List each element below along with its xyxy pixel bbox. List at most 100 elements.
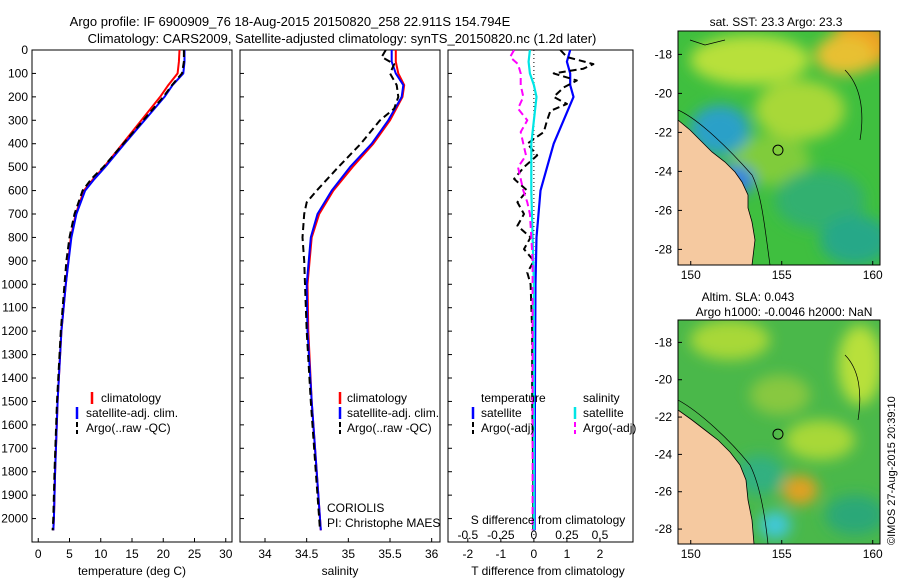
argo-position-marker [772,144,784,156]
temperature-legend: climatology satellite-adj. clim. Argo(..… [75,391,178,435]
s-argo-line [509,50,534,531]
temperature-tick-label: 30 [219,547,233,561]
s-difference-tick-label: 0.5 [592,528,609,542]
reef-contour [844,354,861,421]
depth-tick-label: 0 [21,43,28,57]
temperature-panel: 0100200300400500600700800900100011001200… [1,43,232,578]
lat-tick-label: -26 [655,203,673,217]
t-difference-tick-label: -1 [496,547,507,561]
legend-climatology-label: climatology [347,391,407,405]
temperature-tick-label: 25 [188,547,202,561]
australia-landmass [678,409,755,544]
t-difference-tick-label: 0 [531,547,538,561]
header-line-1: Argo profile: IF 6900909_76 18-Aug-2015 … [70,14,511,29]
lon-tick-label: 155 [772,268,792,282]
depth-axis: 0 100 200 300 400 500 600 700 800 900 1000 1100 1200… [1,43,36,526]
argo-position-marker [772,428,784,440]
depth-tick-label: 2000 [1,512,28,526]
salinity-tick-label: 36 [425,547,439,561]
salinity-axis: 34 34.5 35 35.5 36 [240,49,439,561]
pi-label: PI: Christophe MAES [327,516,440,530]
bathymetry-contour [678,109,771,265]
lat-tick-label: -28 [655,522,673,536]
salinity-tick-label: 35 [342,547,356,561]
t-difference-xlabel: T difference from climatology [471,564,625,578]
difference-legend: temperature satellite Argo(-adj) salinit… [471,391,636,435]
lon-tick-label: 150 [681,547,701,561]
depth-tick-label: 1900 [1,488,28,502]
salinity-tick-label: 35.5 [378,547,402,561]
depth-tick-label: 500 [8,160,28,174]
sst-map-title: sat. SST: 23.3 Argo: 23.3 [710,15,843,29]
lon-tick-label: 155 [772,547,792,561]
s-satellite-line [527,50,538,531]
depth-tick-label: 700 [8,207,28,221]
t-difference-tick-label: -2 [462,547,473,561]
sst-map-field [678,31,880,265]
sla-map-axes: -18 -20 -22 -24 -26 -28 150 155 160 [655,335,883,561]
argo-line [51,50,185,531]
salinity-tick-label: 34 [258,547,272,561]
salinity-legend: climatology satellite-adj. clim. Argo(..… [338,391,439,435]
temperature-tick-label: 15 [125,547,139,561]
temperature-tick-label: 20 [157,547,171,561]
lat-tick-label: -20 [655,86,673,100]
credit-text: ©IMOS 27-Aug-2015 20:39:10 [886,396,898,545]
sla-anomalies [690,320,880,539]
sst-map-frame [677,30,881,266]
lat-tick-label: -22 [655,410,673,424]
reef-contour [844,69,863,141]
temperature-xlabel: temperature (deg C) [78,564,186,578]
temperature-tick-label: 5 [66,547,73,561]
lon-tick-label: 150 [681,268,701,282]
depth-tick-label: 600 [8,184,28,198]
lat-tick-label: -20 [655,373,673,387]
legend-salinity-title: salinity [583,391,620,405]
difference-lines [509,50,595,542]
depth-tick-label: 1100 [2,301,28,315]
temperature-tick-label: 0 [35,547,42,561]
lat-tick-label: -22 [655,125,673,139]
temperature-x-axis: 0 5 10 15 20 25 30 [35,538,233,561]
t-difference-tick-label: 1 [564,547,571,561]
legend-t-argo-label: Argo(-adj) [481,421,534,435]
sla-map: Altim. SLA: 0.043 Argo h1000: -0.0046 h2… [655,290,883,561]
legend-t-satellite-label: satellite [481,406,522,420]
t-argo-line [513,50,595,531]
argo-line [301,50,400,531]
depth-tick-label: 900 [8,254,28,268]
header-line-2: Climatology: CARS2009, Satellite-adjuste… [88,31,597,46]
depth-tick-label: 1800 [1,465,28,479]
legend-temperature-title: temperature [481,391,546,405]
legend-argo-label: Argo(..raw -QC) [86,421,171,435]
depth-tick-label: 1200 [1,324,28,338]
depth-tick-label: 1400 [1,371,28,385]
t-difference-tick-label: 2 [597,547,604,561]
lat-tick-label: -24 [655,164,673,178]
sla-map-subtitle: Argo h1000: -0.0046 h2000: NaN [696,305,873,319]
coast-contour [689,39,726,46]
depth-tick-label: 1500 [1,394,28,408]
salinity-tick-label: 34.5 [295,547,319,561]
temperature-axes-frame [31,49,233,543]
legend-climatology-label: climatology [101,391,161,405]
legend-argo-label: Argo(..raw -QC) [347,421,432,435]
lon-tick-label: 160 [863,268,883,282]
salinity-panel: 34 34.5 35 35.5 36 salinity climatology sate… [239,49,441,578]
sst-map-axes: -18 -20 -22 -24 -26 -28 150 155 160 [655,47,883,282]
sla-map-title: Altim. SLA: 0.043 [702,290,795,304]
legend-satellite-label: satellite-adj. clim. [347,406,439,420]
salinity-axes-frame [239,49,441,543]
depth-tick-label: 200 [8,90,28,104]
temperature-lines [51,50,186,531]
legend-s-satellite-label: satellite [583,406,624,420]
depth-tick-label: 1300 [1,348,28,362]
sla-map-frame [677,319,881,545]
depth-tick-label: 1700 [1,441,28,455]
t-satellite-line [533,50,575,531]
lat-tick-label: -18 [655,47,673,61]
salinity-lines [301,50,406,531]
australia-landmass [678,119,756,265]
